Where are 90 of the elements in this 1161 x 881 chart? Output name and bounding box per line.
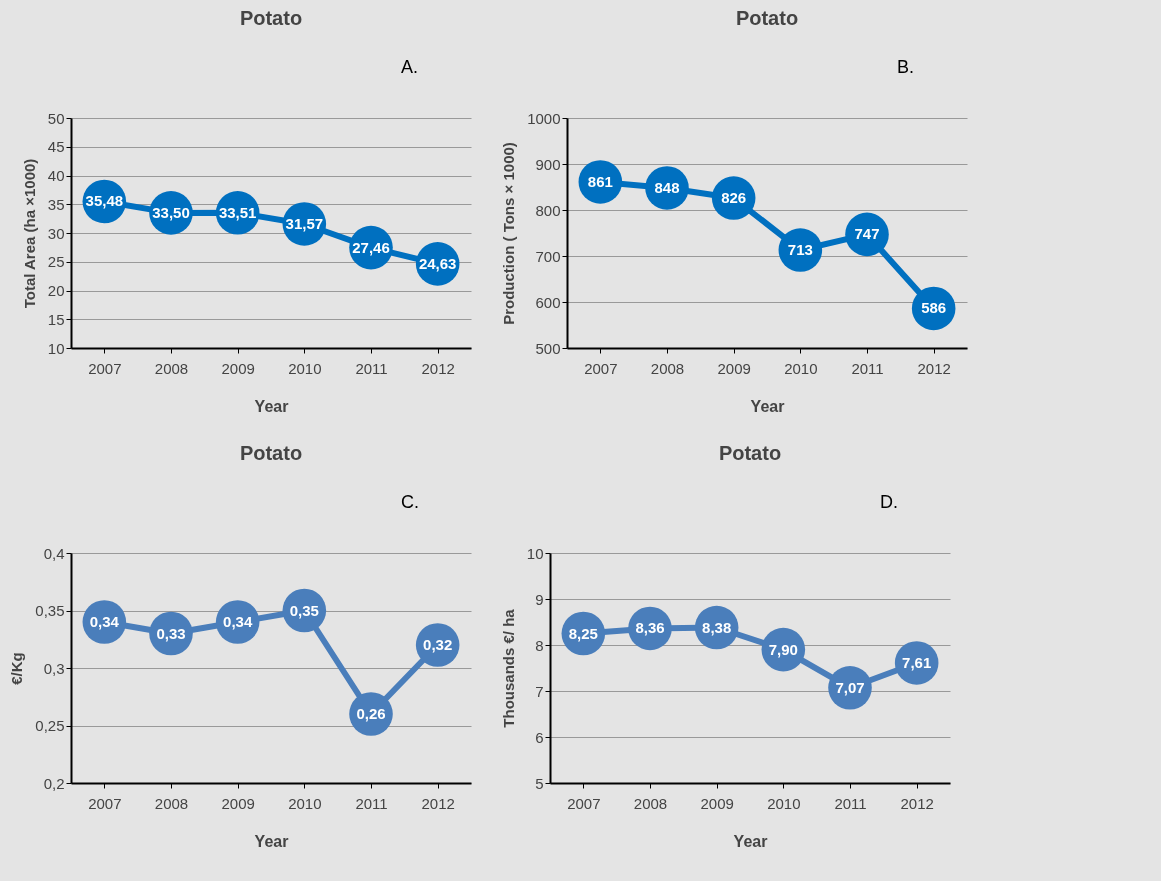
y-axis-title: €/Kg	[8, 652, 26, 685]
x-tick-label: 2007	[567, 794, 601, 812]
y-tick-label: 20	[47, 282, 65, 299]
y-tick-label: 0,2	[43, 774, 65, 792]
data-label: 861	[587, 172, 613, 190]
x-axis-title: Year	[733, 832, 768, 850]
x-tick-label: 2009	[700, 794, 734, 812]
x-tick-label: 2008	[650, 359, 685, 377]
text: D.	[880, 492, 898, 512]
data-label: 0,34	[89, 613, 120, 630]
y-tick-label: 0,35	[35, 602, 65, 619]
data-label: 848	[654, 178, 680, 196]
y-tick-label: 30	[47, 224, 65, 242]
x-tick-label: 2009	[221, 359, 255, 377]
chart-title: Potato	[735, 7, 799, 29]
y-tick-label: 800	[535, 201, 561, 219]
y-tick-label: 10	[47, 339, 65, 357]
text: C.	[401, 492, 419, 512]
y-tick-label: 900	[535, 155, 561, 173]
y-tick-label: 0,4	[43, 544, 65, 562]
x-tick-label: 2011	[851, 359, 884, 377]
y-tick-label: 50	[47, 109, 65, 127]
y-axis-title: Thousands €/ ha	[499, 608, 517, 728]
chart-title: Potato	[239, 7, 303, 29]
x-tick-label: 2009	[717, 359, 751, 377]
y-tick-label: 25	[47, 253, 65, 271]
y-tick-label: 500	[535, 339, 561, 357]
x-tick-label: 2010	[288, 794, 322, 812]
chart-title: Potato	[239, 442, 303, 464]
y-tick-label: 0,25	[35, 717, 65, 734]
x-tick-label: 2011	[834, 794, 867, 812]
y-tick-label: 1000	[527, 109, 561, 127]
chart-title: Potato	[718, 442, 782, 464]
y-tick-label: 35	[47, 195, 65, 213]
x-tick-label: 2009	[221, 794, 255, 812]
y-tick-label: 45	[47, 138, 65, 156]
data-label: 7,90	[768, 640, 798, 658]
y-tick-label: 10	[526, 544, 544, 562]
x-tick-label: 2008	[154, 794, 189, 812]
y-tick-label: 15	[47, 310, 65, 328]
data-label: 0,35	[289, 601, 319, 619]
data-label: 7,07	[835, 678, 865, 696]
data-label: 7,61	[902, 653, 932, 671]
x-tick-label: 2010	[784, 359, 818, 377]
y-axis-title: Production ( Tons × 1000)	[500, 142, 518, 325]
y-tick-label: 7	[535, 682, 544, 700]
data-label: 27,46	[352, 238, 390, 256]
y-tick-label: 40	[47, 167, 65, 184]
y-axis-title: Total Area (ha ×1000)	[20, 158, 38, 309]
x-tick-label: 2010	[288, 359, 322, 377]
data-label: 8,25	[568, 624, 598, 642]
x-tick-label: 2012	[900, 794, 934, 812]
y-tick-label: 8	[535, 636, 544, 654]
x-tick-label: 2012	[421, 359, 455, 377]
data-label: 31,57	[285, 214, 324, 232]
data-label: 0,32	[423, 636, 453, 653]
data-label: 747	[854, 225, 880, 243]
data-label: 8,38	[702, 618, 732, 636]
data-label: 0,33	[156, 624, 186, 642]
data-label: 0,26	[356, 705, 386, 722]
x-tick-label: 2011	[355, 359, 388, 377]
y-tick-label: 6	[535, 728, 544, 746]
data-label: 35,48	[85, 192, 124, 210]
x-tick-label: 2007	[584, 359, 618, 377]
x-tick-label: 2012	[421, 794, 455, 812]
data-label: 8,36	[635, 619, 665, 637]
data-label: 586	[921, 299, 947, 317]
x-tick-label: 2008	[154, 359, 189, 377]
y-tick-label: 0,3	[43, 659, 65, 677]
data-label: 713	[787, 241, 813, 259]
text: B.	[897, 57, 915, 77]
x-tick-label: 2008	[633, 794, 668, 812]
text: A.	[401, 57, 419, 77]
x-tick-label: 2011	[355, 794, 388, 812]
x-tick-label: 2007	[88, 794, 122, 812]
y-tick-label: 600	[535, 293, 561, 311]
x-tick-label: 2007	[88, 359, 122, 377]
data-label: 33,50	[152, 203, 190, 221]
x-axis-title: Year	[254, 397, 289, 415]
y-tick-label: 700	[535, 247, 561, 265]
x-axis-title: Year	[750, 397, 785, 415]
data-label: 33,51	[218, 203, 257, 221]
data-label: 0,34	[223, 613, 253, 630]
data-label: 826	[721, 189, 747, 207]
y-tick-label: 9	[535, 590, 544, 608]
x-tick-label: 2010	[767, 794, 801, 812]
x-tick-label: 2012	[917, 359, 951, 377]
data-label: 24,63	[418, 254, 457, 272]
y-tick-label: 5	[535, 774, 544, 792]
x-axis-title: Year	[254, 832, 289, 850]
